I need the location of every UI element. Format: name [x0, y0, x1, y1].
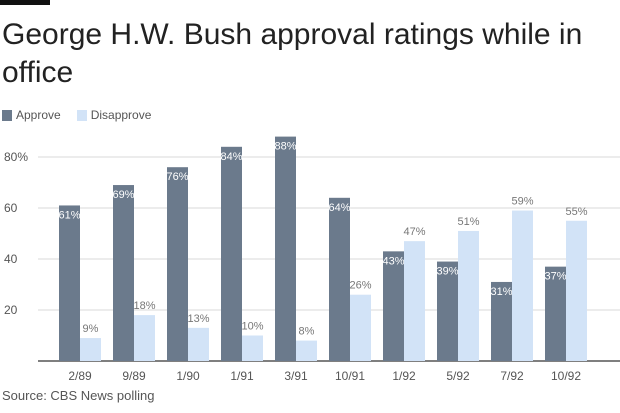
chart-title: George H.W. Bush approval ratings while … — [2, 18, 583, 89]
x-tick-label: 9/89 — [122, 369, 146, 383]
disapprove-bar — [350, 294, 371, 361]
legend-item-approve: Approve — [2, 108, 61, 122]
approve-data-label: 76% — [166, 171, 188, 183]
disapprove-bar — [566, 220, 587, 361]
y-tick-label: 60 — [4, 201, 18, 215]
y-tick-label: 40 — [4, 252, 18, 266]
approve-bar — [221, 146, 242, 361]
disapprove-data-label: 18% — [133, 300, 155, 312]
disapprove-bar — [188, 327, 209, 361]
approve-bar — [545, 266, 566, 361]
disapprove-data-label: 55% — [565, 206, 587, 218]
x-tick-label: 10/91 — [335, 369, 365, 383]
disapprove-bar — [404, 241, 425, 361]
x-tick-label: 1/91 — [230, 369, 254, 383]
x-tick-label: 1/92 — [392, 369, 416, 383]
x-tick-label: 10/92 — [551, 369, 581, 383]
disapprove-data-label: 47% — [403, 226, 425, 238]
approve-data-label: 64% — [328, 202, 350, 214]
approve-bar — [437, 261, 458, 361]
approve-bar — [491, 281, 512, 361]
approve-data-label: 43% — [382, 255, 404, 267]
disapprove-swatch — [76, 109, 87, 121]
approve-data-label: 88% — [274, 141, 296, 153]
disapprove-data-label: 26% — [349, 280, 371, 292]
approve-data-label: 39% — [436, 266, 458, 278]
y-tick-label: 80% — [4, 150, 28, 164]
disapprove-bar — [242, 335, 263, 361]
approve-swatch — [2, 109, 12, 121]
x-tick-label: 2/89 — [68, 369, 92, 383]
disapprove-bar — [80, 338, 101, 361]
x-tick-label: 5/92 — [446, 369, 470, 383]
disapprove-data-label: 9% — [83, 323, 99, 335]
x-tick-label: 1/90 — [176, 369, 200, 383]
approve-data-label: 69% — [112, 189, 134, 201]
approve-data-label: 37% — [544, 271, 566, 283]
legend-label-approve: Approve — [16, 108, 61, 122]
source-note: Source: CBS News polling — [2, 388, 155, 403]
disapprove-bar — [296, 340, 317, 361]
legend-label-disapprove: Disapprove — [90, 108, 152, 122]
disapprove-data-label: 8% — [299, 326, 315, 338]
disapprove-data-label: 51% — [457, 216, 479, 228]
disapprove-data-label: 59% — [511, 196, 533, 208]
approve-bar — [383, 251, 404, 361]
disapprove-bar — [134, 315, 155, 361]
disapprove-bar — [458, 230, 479, 361]
y-tick-label: 20 — [4, 303, 18, 317]
approve-data-label: 84% — [220, 151, 242, 163]
approve-bar — [113, 185, 134, 361]
approve-bar — [59, 205, 80, 361]
header-accent-bar — [0, 0, 50, 5]
approve-data-label: 61% — [58, 209, 80, 221]
approve-bar — [329, 197, 350, 361]
legend-item-disapprove: Disapprove — [76, 108, 152, 122]
approve-bar — [167, 167, 188, 361]
legend: Approve Disapprove — [2, 107, 167, 123]
approve-bar — [275, 136, 296, 361]
x-tick-label: 7/92 — [500, 369, 524, 383]
disapprove-bar — [512, 210, 533, 361]
disapprove-data-label: 13% — [187, 313, 209, 325]
x-tick-label: 3/91 — [284, 369, 308, 383]
disapprove-data-label: 10% — [241, 321, 263, 333]
approve-data-label: 31% — [490, 286, 512, 298]
